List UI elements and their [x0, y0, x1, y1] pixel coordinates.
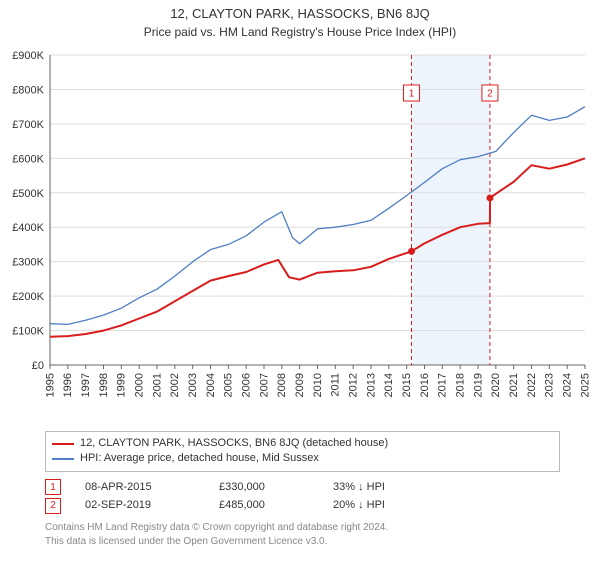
sales-table: 1 08-APR-2015 £330,000 33% ↓ HPI 2 02-SEP-201… [45, 478, 560, 515]
svg-text:1995: 1995 [44, 373, 56, 397]
sale-row: 1 08-APR-2015 £330,000 33% ↓ HPI [45, 478, 560, 497]
svg-text:2001: 2001 [151, 373, 163, 397]
legend-box: 12, CLAYTON PARK, HASSOCKS, BN6 8JQ (det… [45, 431, 560, 472]
sale-date: 02-SEP-2019 [85, 496, 195, 515]
svg-text:2011: 2011 [330, 373, 342, 397]
legend-swatch [52, 458, 74, 460]
footer-line-2: This data is licensed under the Open Gov… [45, 535, 560, 549]
legend-label: 12, CLAYTON PARK, HASSOCKS, BN6 8JQ (det… [80, 436, 388, 451]
sale-price: £330,000 [219, 478, 309, 497]
svg-text:2016: 2016 [419, 373, 431, 397]
sale-date: 08-APR-2015 [85, 478, 195, 497]
footer-note: Contains HM Land Registry data © Crown c… [45, 521, 560, 548]
svg-text:2017: 2017 [437, 373, 449, 397]
svg-text:1999: 1999 [116, 373, 128, 397]
svg-text:£300K: £300K [12, 257, 44, 269]
svg-text:£700K: £700K [12, 119, 44, 131]
legend-item: 12, CLAYTON PARK, HASSOCKS, BN6 8JQ (det… [52, 436, 553, 451]
sale-delta: 33% ↓ HPI [333, 478, 385, 497]
svg-text:2000: 2000 [133, 373, 145, 397]
svg-text:2002: 2002 [169, 373, 181, 397]
svg-text:2023: 2023 [544, 373, 556, 397]
svg-text:2019: 2019 [472, 373, 484, 397]
svg-text:£0: £0 [32, 360, 44, 372]
sale-marker: 1 [45, 479, 61, 495]
svg-text:2004: 2004 [205, 373, 217, 397]
svg-text:1: 1 [409, 89, 415, 100]
svg-text:2014: 2014 [383, 373, 395, 397]
svg-text:£100K: £100K [12, 326, 44, 338]
svg-text:2010: 2010 [312, 373, 324, 397]
sale-marker: 2 [45, 498, 61, 514]
svg-text:2022: 2022 [526, 373, 538, 397]
svg-text:£500K: £500K [12, 188, 44, 200]
chart-container: 12, CLAYTON PARK, HASSOCKS, BN6 8JQ Pric… [0, 6, 600, 566]
svg-text:2008: 2008 [276, 373, 288, 397]
svg-text:1996: 1996 [62, 373, 74, 397]
svg-text:2015: 2015 [401, 373, 413, 397]
legend-swatch [52, 443, 74, 445]
svg-text:2025: 2025 [579, 373, 591, 397]
page-subtitle: Price paid vs. HM Land Registry's House … [0, 25, 600, 39]
sale-delta: 20% ↓ HPI [333, 496, 385, 515]
page-title: 12, CLAYTON PARK, HASSOCKS, BN6 8JQ [0, 6, 600, 21]
legend-item: HPI: Average price, detached house, Mid … [52, 451, 553, 466]
svg-text:2: 2 [487, 89, 493, 100]
svg-text:2009: 2009 [294, 373, 306, 397]
svg-text:2013: 2013 [365, 373, 377, 397]
svg-text:2024: 2024 [561, 373, 573, 397]
svg-text:£600K: £600K [12, 153, 44, 165]
legend-label: HPI: Average price, detached house, Mid … [80, 451, 319, 466]
svg-text:2003: 2003 [187, 373, 199, 397]
footer-line-1: Contains HM Land Registry data © Crown c… [45, 521, 560, 535]
line-chart-svg: £0 £100K £200K £300K £400K £500K £600K £700K £80… [0, 45, 600, 425]
svg-text:2006: 2006 [240, 373, 252, 397]
sale-price: £485,000 [219, 496, 309, 515]
svg-text:2005: 2005 [223, 373, 235, 397]
svg-text:£400K: £400K [12, 222, 44, 234]
chart-area: £0 £100K £200K £300K £400K £500K £600K £700K £80… [0, 45, 600, 425]
sale-row: 2 02-SEP-2019 £485,000 20% ↓ HPI [45, 496, 560, 515]
svg-text:2021: 2021 [508, 373, 520, 397]
svg-text:2018: 2018 [454, 373, 466, 397]
svg-text:1997: 1997 [80, 373, 92, 397]
svg-text:2012: 2012 [347, 373, 359, 397]
svg-text:2020: 2020 [490, 373, 502, 397]
svg-text:£900K: £900K [12, 50, 44, 62]
svg-text:£800K: £800K [12, 84, 44, 96]
svg-text:£200K: £200K [12, 291, 44, 303]
svg-text:2007: 2007 [258, 373, 270, 397]
svg-text:1998: 1998 [98, 373, 110, 397]
